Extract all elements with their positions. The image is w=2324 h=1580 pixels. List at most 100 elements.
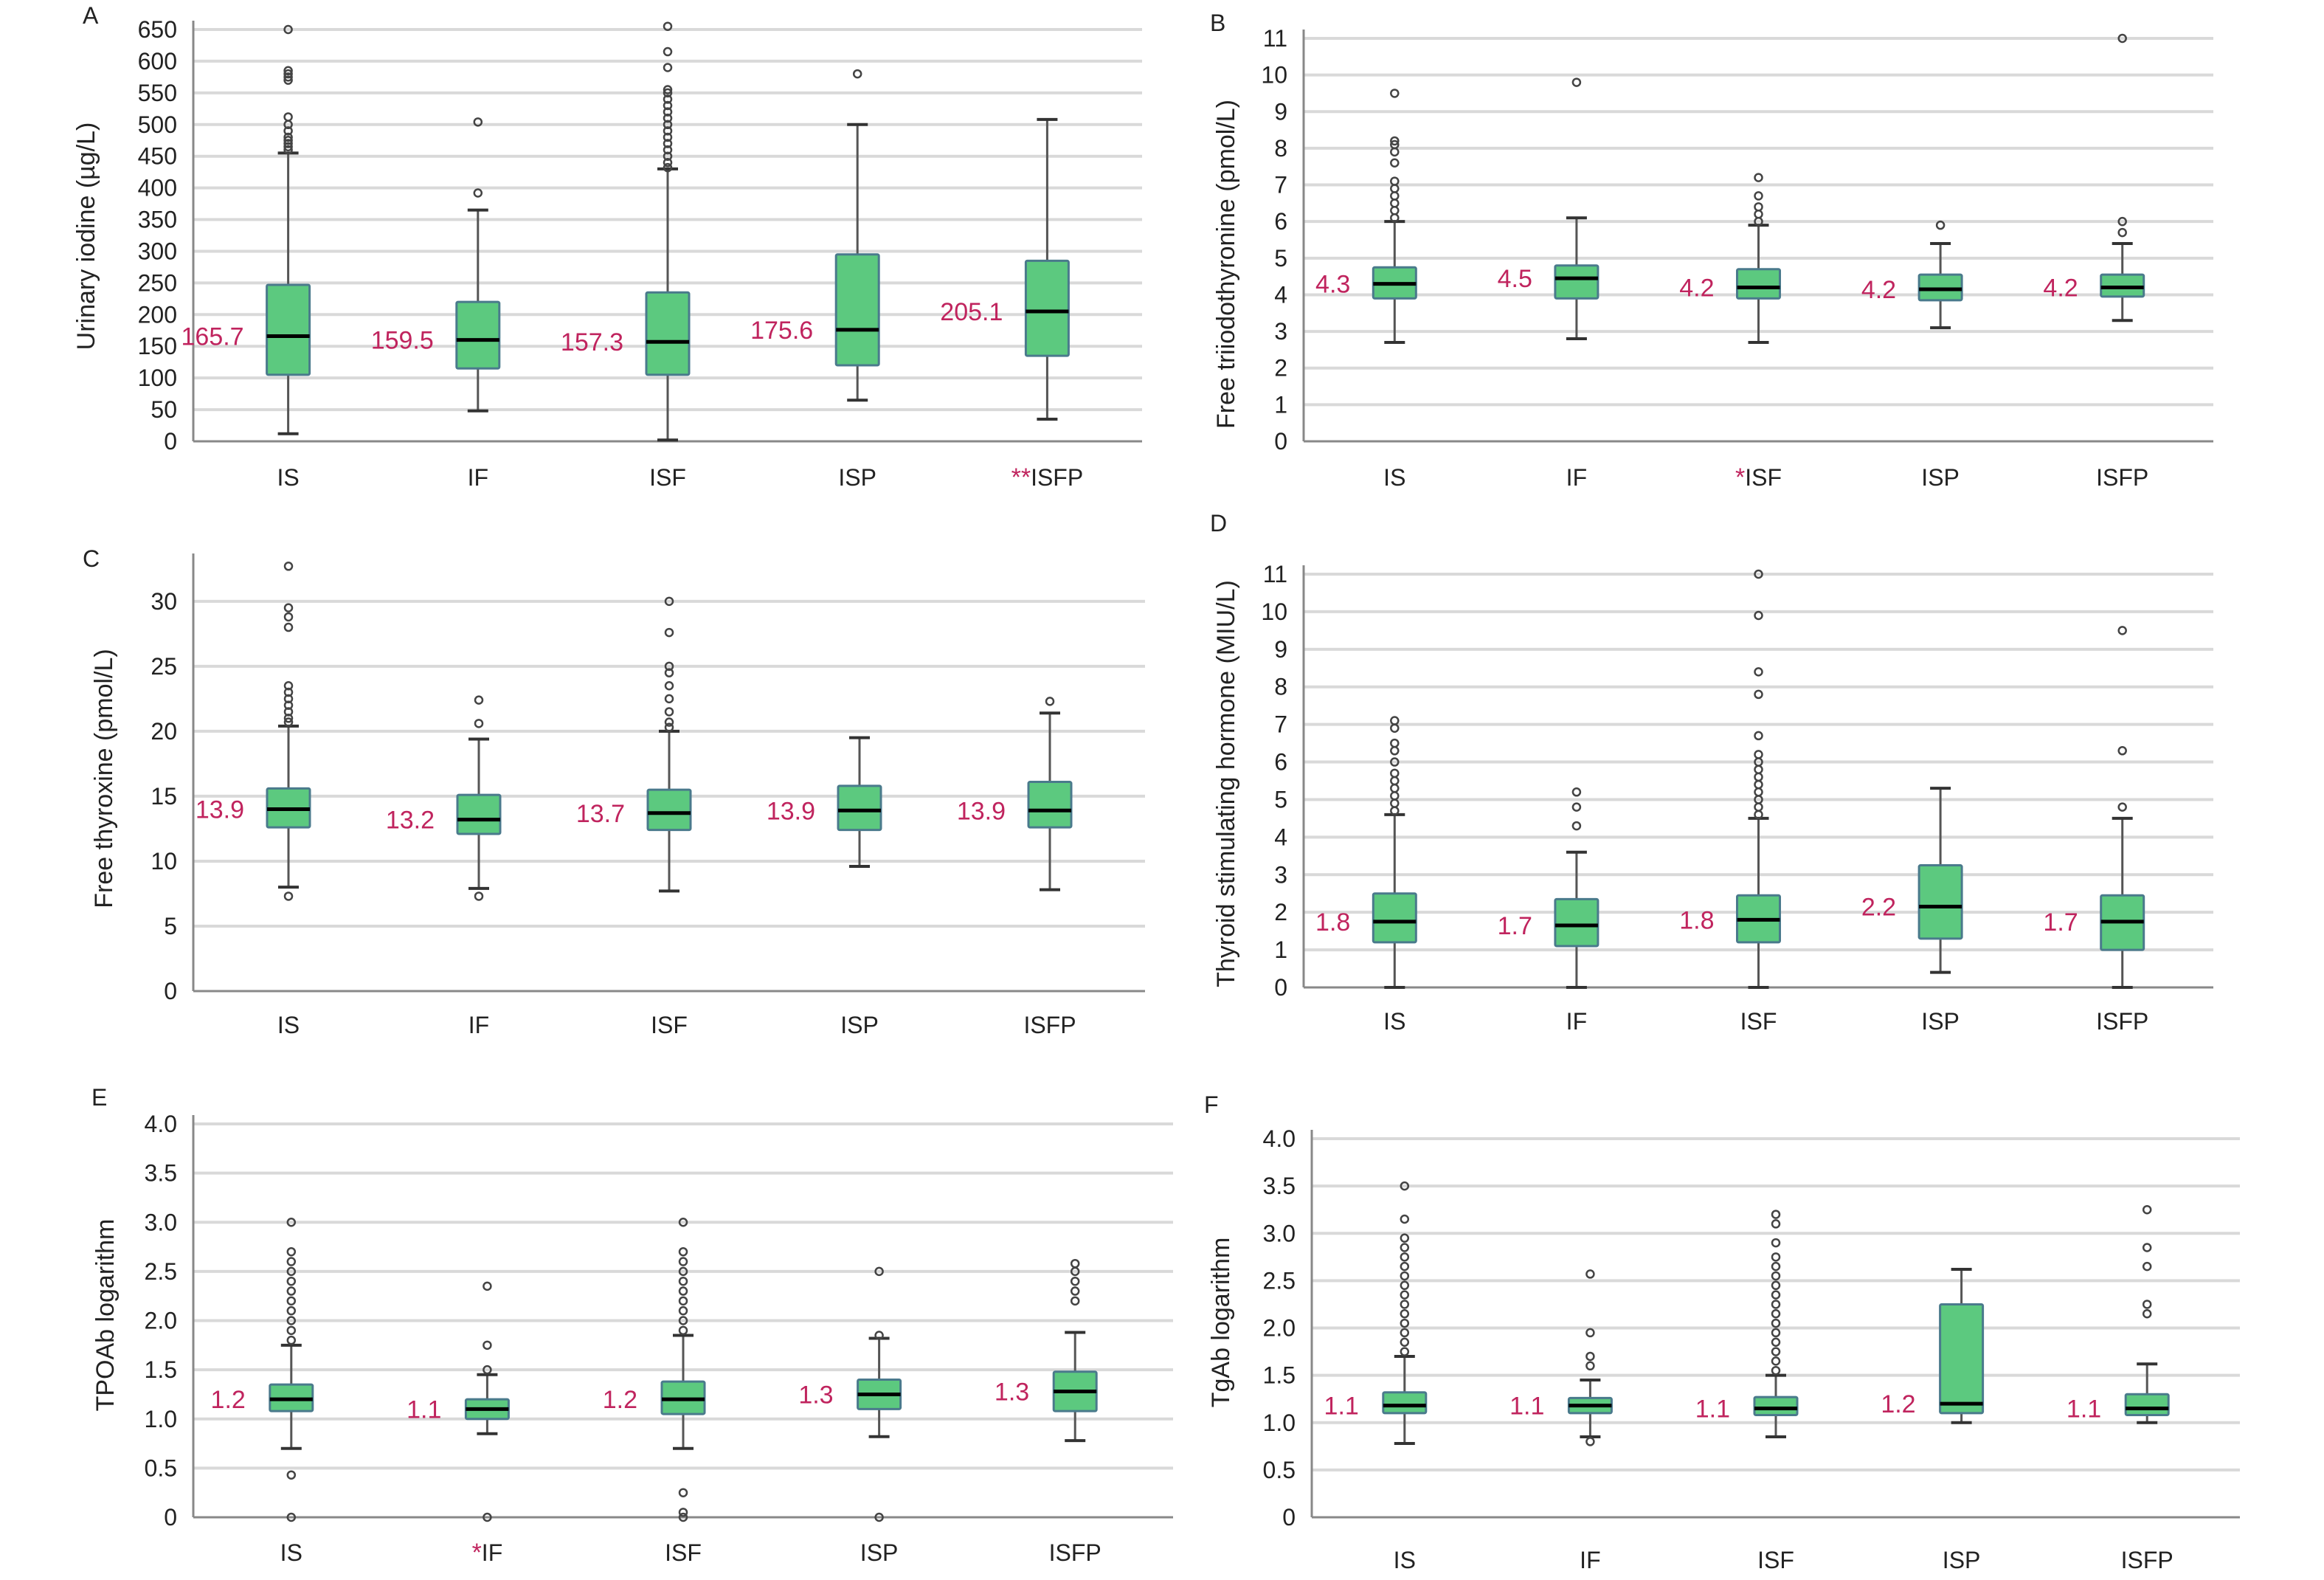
outlier-point	[874, 1512, 884, 1522]
y-tick-label: 1.0	[1263, 1410, 1296, 1436]
median-annotation: 4.3	[1315, 271, 1350, 299]
outlier-point	[1400, 1252, 1410, 1262]
median-annotation: 1.1	[1509, 1393, 1544, 1421]
box-isfp: 1.1 ISFP	[2067, 1204, 2173, 1573]
y-tick-label: 4	[1274, 824, 1287, 850]
outlier-point	[474, 891, 484, 901]
outlier-point	[1585, 1437, 1595, 1446]
box-isfp: 4.2 ISFP	[2043, 33, 2148, 491]
panel-letter: B	[1210, 10, 1225, 36]
outlier-point	[1754, 191, 1763, 201]
outlier-point	[1771, 1238, 1781, 1248]
box-isp: 1.3 ISP	[798, 1266, 902, 1566]
median-annotation: 4.5	[1498, 265, 1532, 293]
category-text: ISFP	[1023, 1012, 1076, 1038]
median-annotation: 13.9	[957, 797, 1006, 825]
median-annotation: 159.5	[371, 327, 434, 355]
y-tick-label: 1	[1274, 936, 1287, 963]
y-tick-label: 350	[138, 207, 177, 233]
outlier-point	[483, 1512, 492, 1522]
y-tick-label: 100	[138, 365, 177, 391]
outlier-point	[678, 1246, 688, 1257]
y-tick-label: 600	[138, 48, 177, 75]
outlier-point	[483, 1365, 492, 1375]
outlier-point	[1390, 199, 1400, 208]
outlier-point	[283, 126, 293, 136]
outlier-point	[1390, 746, 1400, 756]
outlier-point	[663, 107, 673, 117]
category-text: IS	[1383, 464, 1405, 491]
category-text: ISFP	[2096, 464, 2148, 491]
outlier-point	[1585, 1328, 1595, 1338]
outlier-point	[678, 1325, 688, 1336]
y-tick-label: 5	[1274, 786, 1287, 813]
outlier-point	[663, 85, 673, 94]
outlier-point	[678, 1305, 688, 1316]
y-tick-label: 6	[1274, 208, 1287, 235]
y-axis-label: Thyroid stimulating hormone (MIU/L)	[1212, 580, 1240, 987]
y-tick-label: 10	[151, 848, 177, 874]
outlier-point	[1400, 1243, 1410, 1252]
median-annotation: 1.1	[407, 1396, 441, 1424]
y-tick-label: 10	[1261, 62, 1287, 89]
outlier-point	[2117, 33, 2127, 44]
outlier-point	[663, 21, 673, 31]
box-iqr	[1554, 897, 1600, 948]
y-tick-label: 1.5	[1263, 1362, 1296, 1389]
box-iqr	[2124, 1393, 2170, 1416]
category-text: ISP	[1943, 1547, 1981, 1573]
panel-letter: A	[83, 2, 99, 29]
box-iqr	[455, 300, 501, 370]
median-annotation: 4.2	[1679, 275, 1714, 303]
category-text: IS	[277, 1012, 300, 1038]
outlier-point	[483, 1340, 492, 1350]
outlier-point	[1754, 772, 1763, 782]
median-annotation: 1.7	[1498, 912, 1532, 940]
category-label: IS	[277, 1012, 300, 1038]
category-text: IF	[482, 1539, 502, 1566]
outlier-point	[1771, 1347, 1781, 1356]
category-label: ISP	[1921, 1008, 1960, 1035]
outlier-point	[1400, 1347, 1410, 1356]
category-text: ISP	[840, 1012, 879, 1038]
outlier-point	[2117, 626, 2127, 635]
outlier-point	[283, 562, 294, 571]
outlier-point	[1390, 158, 1400, 168]
median-annotation: 205.1	[940, 298, 1003, 326]
category-text: IF	[1566, 1008, 1587, 1035]
y-tick-label: 9	[1274, 98, 1287, 125]
category-text: IS	[277, 464, 299, 491]
outlier-point	[283, 681, 294, 691]
outlier-point	[283, 603, 294, 613]
y-tick-label: 200	[138, 301, 177, 328]
outlier-point	[678, 1266, 688, 1277]
outlier-point	[1070, 1276, 1080, 1286]
outlier-point	[1771, 1318, 1781, 1328]
outlier-point	[663, 120, 673, 130]
category-label: IS	[280, 1539, 302, 1566]
y-tick-label: 300	[138, 238, 177, 264]
category-text: ISF	[649, 464, 686, 491]
outlier-point	[663, 151, 673, 161]
y-tick-label: 1	[1274, 391, 1287, 418]
panel-a: 0 50 100 150 200 250 300 350 400 450 500 550 600 650 A…	[72, 2, 1142, 491]
outlier-point	[664, 722, 674, 732]
outlier-point	[286, 1266, 297, 1277]
outlier-point	[1070, 1296, 1080, 1306]
outlier-point	[283, 69, 293, 79]
outlier-point	[283, 142, 293, 152]
outlier-point	[678, 1508, 688, 1517]
category-label: IS	[1383, 464, 1405, 491]
y-tick-label: 2	[1274, 899, 1287, 925]
category-text: ISF	[1745, 464, 1782, 491]
outlier-point	[1935, 220, 1946, 230]
box-isf: 13.7 ISF	[576, 596, 692, 1038]
outlier-point	[1400, 1328, 1410, 1338]
outlier-point	[1400, 1309, 1410, 1319]
outlier-point	[1771, 1309, 1781, 1319]
outlier-point	[663, 100, 673, 111]
outlier-point	[1390, 768, 1400, 779]
median-annotation: 1.3	[798, 1381, 833, 1409]
outlier-point	[1571, 821, 1582, 831]
